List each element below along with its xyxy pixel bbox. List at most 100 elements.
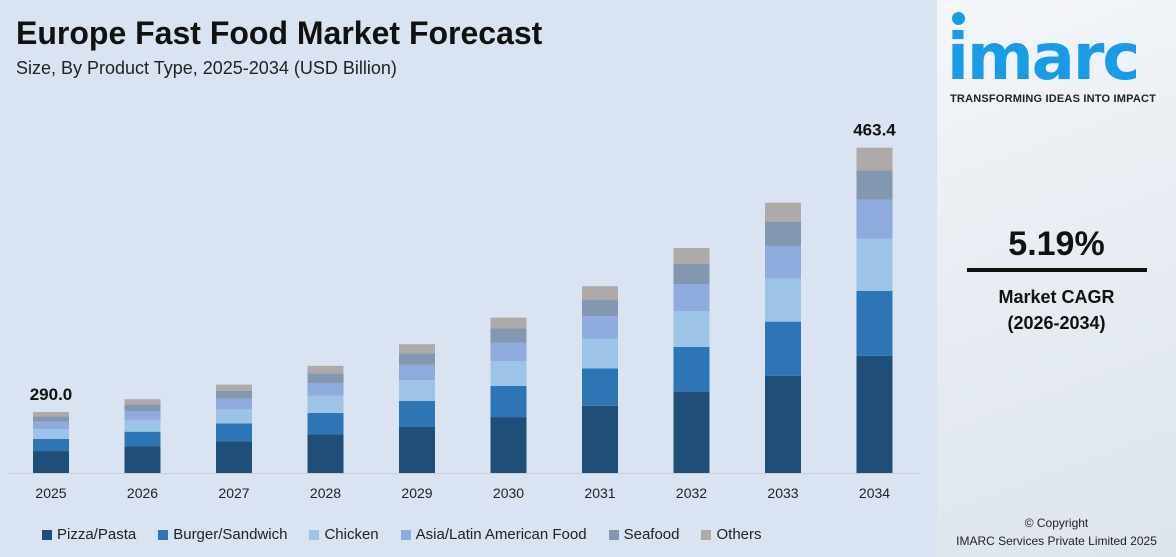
bar-segment-burger-sandwich	[490, 386, 527, 418]
legend-item: Pizza/Pasta	[42, 526, 136, 544]
bar-segment-asia-latin-american-food	[33, 421, 69, 430]
legend-swatch	[42, 530, 52, 540]
bar-segment-chicken	[399, 380, 435, 401]
copyright-line1: © Copyright	[1024, 516, 1089, 530]
legend-item: Burger/Sandwich	[158, 526, 287, 544]
x-tick-label: 2026	[127, 485, 158, 501]
bar-segment-seafood	[856, 170, 893, 200]
legend-swatch	[400, 530, 411, 540]
x-tick-label: 2025	[35, 485, 66, 501]
tagline: TRANSFORMING IDEAS INTO IMPACT	[950, 93, 1157, 105]
cagr-period: (2026-2034)	[1007, 313, 1106, 333]
copyright: © Copyright IMARC Services Private Limit…	[937, 514, 1176, 550]
bar-segment-seafood	[582, 299, 618, 317]
bar-segment-pizza-pasta	[399, 426, 435, 473]
bar-segment-pizza-pasta	[765, 375, 801, 473]
bar-segment-chicken	[307, 395, 344, 413]
bar-segment-chicken	[33, 429, 69, 439]
x-tick-label: 2030	[493, 485, 524, 501]
bar-segment-seafood	[399, 353, 435, 365]
legend-label: Pizza/Pasta	[57, 526, 137, 543]
bar-segment-pizza-pasta	[307, 434, 344, 473]
bar-segment-seafood	[124, 404, 161, 412]
bar-segment-burger-sandwich	[399, 400, 435, 427]
legend-item: Asia/Latin American Food	[400, 526, 587, 544]
bar-segment-asia-latin-american-food	[216, 398, 252, 410]
bar-segment-burger-sandwich	[673, 346, 710, 392]
bar-segment-seafood	[216, 390, 252, 399]
legend-label: Chicken	[324, 526, 379, 543]
cagr-label-text: Market CAGR	[998, 287, 1115, 307]
bar-segment-pizza-pasta	[216, 441, 252, 473]
bar-segment-asia-latin-american-food	[307, 382, 344, 396]
bar-segment-asia-latin-american-food	[490, 342, 527, 362]
bar-segment-chicken	[124, 419, 161, 432]
bar-segment-others	[307, 365, 344, 374]
chart-panel: Europe Fast Food Market Forecast Size, B…	[8, 15, 920, 544]
bar-segment-asia-latin-american-food	[765, 245, 801, 279]
copyright-line2: IMARC Services Private Limited 2025	[956, 534, 1157, 548]
x-tick-label: 2028	[310, 485, 341, 501]
stacked-bar-chart: 2025 290.0 2026 2027 2028 2029 2030 2031 2032 203…	[8, 121, 920, 501]
x-tick-label: 2031	[584, 485, 615, 501]
total-label: 463.4	[853, 121, 896, 140]
bar-segment-others	[582, 286, 618, 300]
bar-segment-others	[399, 344, 435, 354]
bar-segment-burger-sandwich	[33, 438, 69, 452]
cagr-value: 5.19%	[1008, 225, 1105, 263]
x-tick-label: 2032	[676, 485, 707, 501]
bar-segment-pizza-pasta	[33, 451, 69, 473]
bar-segment-chicken	[490, 361, 527, 387]
bar-segment-burger-sandwich	[124, 431, 161, 447]
bar-segment-asia-latin-american-food	[856, 199, 893, 239]
bar-segment-chicken	[216, 409, 252, 424]
legend-label: Asia/Latin American Food	[415, 526, 587, 543]
x-tick-label: 2027	[218, 485, 249, 501]
legend-label: Burger/Sandwich	[173, 526, 288, 543]
legend-swatch	[701, 530, 712, 540]
bar-segment-others	[33, 412, 69, 417]
bar-segment-seafood	[33, 416, 69, 422]
chart-subtitle: Size, By Product Type, 2025-2034 (USD Bi…	[16, 58, 397, 78]
bar-segment-asia-latin-american-food	[582, 316, 618, 339]
bar-segment-others	[673, 247, 710, 264]
bar-segment-others	[490, 317, 527, 329]
imarc-logo: imarc	[947, 21, 1140, 95]
x-tick-label: 2034	[859, 485, 890, 501]
bar-segment-asia-latin-american-food	[399, 364, 435, 381]
bar-segment-seafood	[673, 263, 710, 284]
legend-label: Others	[716, 526, 762, 543]
bar-segment-others	[124, 399, 161, 405]
bar-segment-seafood	[490, 328, 527, 343]
bar-segment-chicken	[765, 278, 801, 322]
bar-segment-chicken	[582, 338, 618, 369]
legend-label: Seafood	[623, 526, 680, 543]
bar-segment-pizza-pasta	[124, 446, 161, 473]
bar-segment-chicken	[673, 310, 710, 347]
bar-segment-burger-sandwich	[307, 412, 344, 435]
x-tick-label: 2033	[767, 485, 798, 501]
legend-swatch	[158, 530, 169, 540]
cagr-label: Market CAGR (2026-2034)	[937, 284, 1176, 336]
x-tick-label: 2029	[401, 485, 432, 501]
legend-item: Others	[701, 526, 762, 544]
bar-segment-asia-latin-american-food	[124, 411, 161, 420]
legend-item: Chicken	[309, 526, 379, 544]
bar-segment-pizza-pasta	[673, 391, 710, 473]
bar-segment-burger-sandwich	[856, 290, 893, 356]
bar-segment-others	[216, 384, 252, 391]
bar-segment-pizza-pasta	[490, 417, 527, 473]
legend-item: Seafood	[608, 526, 680, 544]
bar-segment-burger-sandwich	[216, 423, 252, 442]
chart-title: Europe Fast Food Market Forecast	[16, 15, 543, 51]
bar-segment-chicken	[856, 238, 893, 291]
bar-segment-pizza-pasta	[856, 355, 893, 473]
brand-panel: imarc TRANSFORMING IDEAS INTO IMPACT 5.1…	[937, 0, 1176, 557]
divider	[967, 268, 1147, 272]
total-label: 290.0	[30, 385, 73, 404]
bar-segment-asia-latin-american-food	[673, 283, 710, 311]
bar-segment-others	[765, 202, 801, 222]
legend: Pizza/Pasta Burger/Sandwich Chicken Asia/La…	[42, 526, 784, 544]
legend-swatch	[608, 530, 619, 540]
logo-dot	[952, 12, 965, 25]
